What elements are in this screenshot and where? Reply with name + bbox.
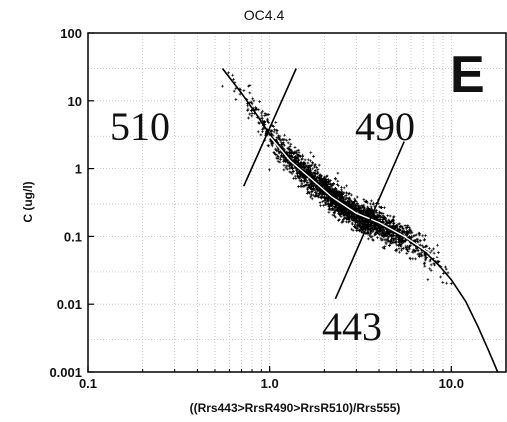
series-line-0 [221, 68, 499, 373]
scatter-points [221, 71, 453, 285]
curves [221, 68, 499, 373]
region-label-443: 443 [322, 304, 382, 349]
y-tick-label: 10 [68, 94, 82, 109]
y-tick-label: 0.001 [49, 365, 82, 380]
region-label-510: 510 [110, 104, 170, 149]
x-tick-label: 0.1 [79, 376, 97, 391]
x-tick-label: 1.0 [261, 376, 279, 391]
series-line-2 [242, 68, 297, 187]
region-label-490: 490 [355, 104, 415, 149]
plot-frame [87, 32, 507, 373]
panel-label: E [450, 46, 485, 104]
y-tick-label: 1 [75, 162, 82, 177]
y-axis-label: C (ug/l) [21, 181, 35, 222]
chart-title: OC4.4 [244, 7, 285, 23]
y-tick-label: 0.01 [57, 297, 82, 312]
x-tick-label: 10.0 [439, 376, 464, 391]
y-tick-label: 100 [60, 26, 82, 41]
series-line-3 [334, 141, 405, 300]
grid [88, 33, 506, 372]
y-tick-label: 0.1 [64, 229, 82, 244]
x-axis-label: ((Rrs443>RrsR490>RrsR510)/Rrs555) [190, 401, 401, 415]
scatter-marks [221, 71, 453, 285]
axis-ticks: 0.1 1.0 10.0 100 10 1 0.1 0.01 0.001 [49, 26, 464, 391]
series-line-1 [269, 135, 439, 261]
